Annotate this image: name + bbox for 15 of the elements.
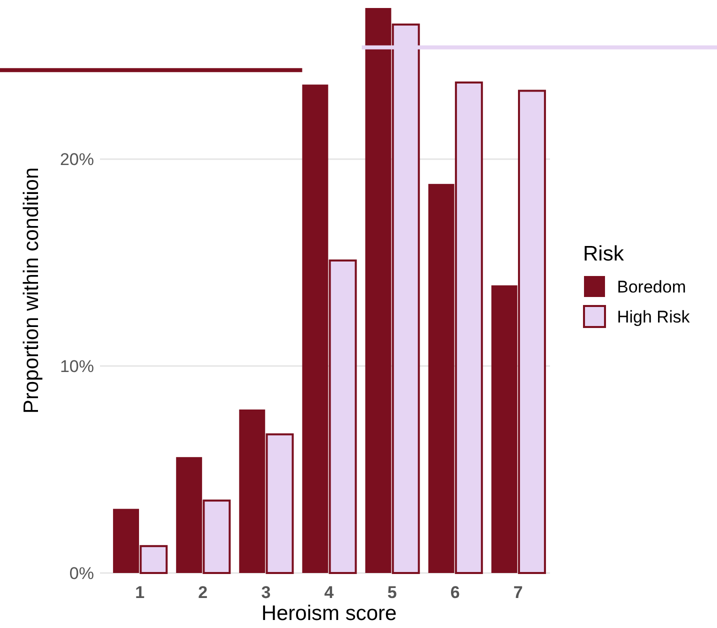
x-tick-label: 2 [198,583,208,602]
y-axis-title: Proportion within condition [20,167,43,414]
x-tick-label: 3 [261,583,271,602]
x-tick-label: 7 [513,583,523,602]
x-tick-label: 1 [135,583,145,602]
x-tick-label: 5 [387,583,397,602]
y-tick-label: 10% [60,356,94,376]
y-tick-label: 0% [69,564,94,583]
legend-title: Risk [583,242,624,266]
x-axis-title: Heroism score [261,602,397,625]
x-tick-label: 4 [324,583,334,602]
y-tick-label: 20% [60,150,94,170]
legend-label: High Risk [617,307,690,326]
legend-label: Boredom [617,277,686,296]
x-tick-label: 6 [450,583,460,602]
